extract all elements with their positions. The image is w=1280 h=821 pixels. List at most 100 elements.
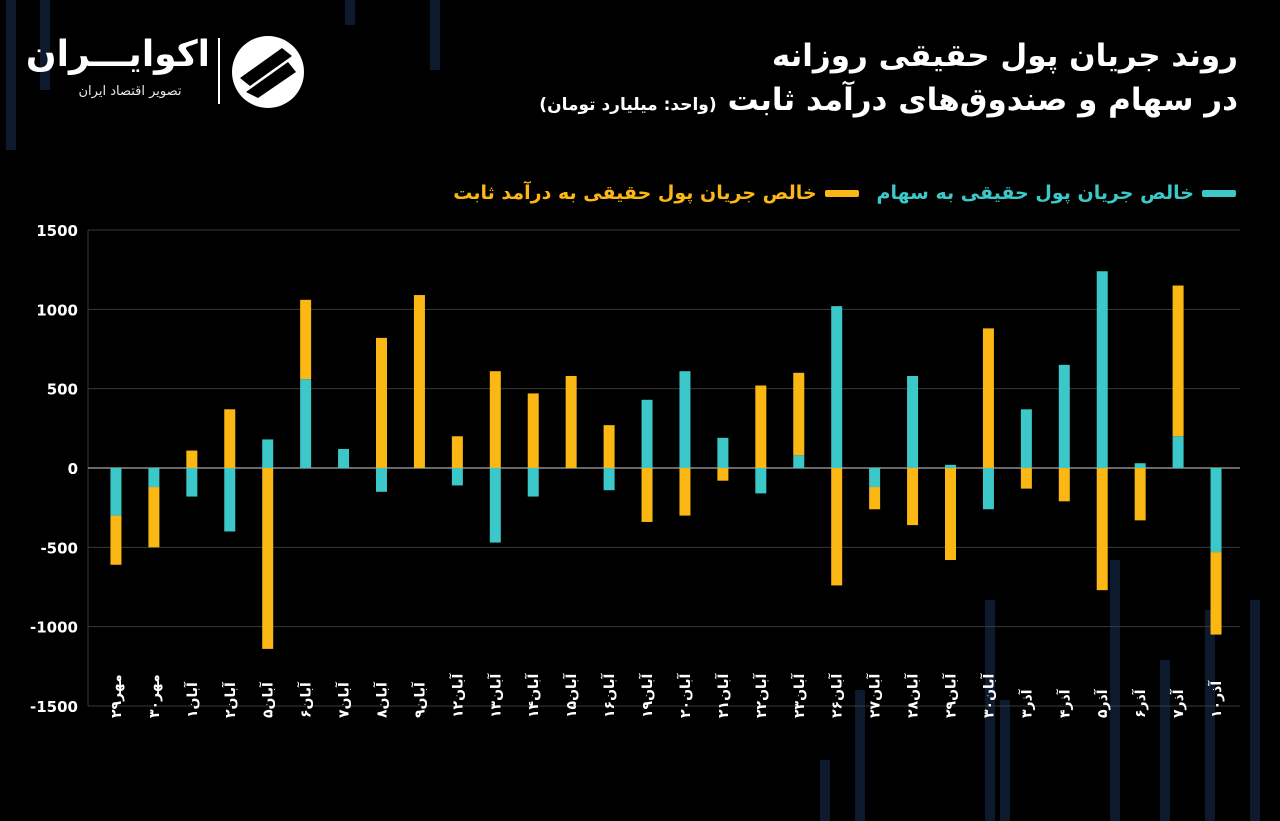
bar-fixed-income-27 xyxy=(1134,468,1146,521)
bar-fixed-income-18 xyxy=(793,372,805,456)
bar-stocks-21 xyxy=(907,375,919,468)
bar-stocks-25 xyxy=(1058,364,1070,468)
background-decoration xyxy=(6,0,1260,821)
logo-tagline: تصویر اقتصاد ایران xyxy=(78,84,182,99)
grid-lines xyxy=(87,229,1240,707)
background-candle-5 xyxy=(1000,700,1010,821)
x-tick-label: آبان۲۸ xyxy=(904,672,922,718)
y-tick-label: 1500 xyxy=(36,222,78,240)
x-tick-label: آبان۱۲ xyxy=(448,672,466,718)
bar-fixed-income-17 xyxy=(755,385,767,468)
chart-header: روند جریان پول حقیقی روزانه در سهام و صن… xyxy=(539,34,1238,127)
legend-item-fixed-income: خالص جریان پول حقیقی به درآمد ثابت xyxy=(453,182,859,204)
bar-stocks-14 xyxy=(641,399,653,468)
bar-stocks-10 xyxy=(489,468,501,543)
x-tick-label: آبان۶ xyxy=(297,681,315,718)
bar-fixed-income-26 xyxy=(1096,468,1108,591)
x-tick-label: آذر۵ xyxy=(1093,688,1111,718)
x-tick-label: آذر۱۰ xyxy=(1207,680,1225,718)
x-tick-label: آبان۲۷ xyxy=(866,672,884,718)
bar-stocks-2 xyxy=(186,468,198,497)
bar-fixed-income-19 xyxy=(831,468,843,586)
background-candle-4 xyxy=(985,600,995,821)
bar-stocks-24 xyxy=(1020,409,1032,468)
x-tick-label: آذر۷ xyxy=(1169,688,1187,718)
x-tick-label: مهر۳۰ xyxy=(147,674,163,718)
x-tick-label: آذر۳ xyxy=(1017,688,1035,718)
background-candle-11 xyxy=(820,760,830,821)
bar-stocks-15 xyxy=(679,371,691,468)
x-tick-label: آبان۲۰ xyxy=(676,672,694,718)
x-tick-label: آبان۲۳ xyxy=(790,672,808,718)
logo-mark-icon xyxy=(232,36,304,108)
bar-fixed-income-5 xyxy=(300,299,312,380)
bar-fixed-income-23 xyxy=(982,328,994,468)
x-tick-label: آبان۱۹ xyxy=(638,672,656,718)
bar-fixed-income-11 xyxy=(527,393,539,468)
bar-fixed-income-2 xyxy=(186,450,198,468)
x-tick-label: آبان۲۱ xyxy=(714,672,732,718)
x-tick-label: آبان۲ xyxy=(221,681,239,718)
bar-fixed-income-25 xyxy=(1058,468,1070,502)
x-tick-label: آبان۱۶ xyxy=(600,672,618,718)
x-tick-label: مهر۲۹ xyxy=(109,674,125,718)
legend-swatch-fixed-income xyxy=(824,189,859,197)
x-tick-label: آبان۵ xyxy=(259,681,277,718)
bar-fixed-income-16 xyxy=(717,468,729,481)
x-tick-label: آبان۲۲ xyxy=(752,672,770,718)
bar-fixed-income-28 xyxy=(1172,285,1184,437)
background-candle-6 xyxy=(1110,560,1120,821)
bar-fixed-income-22 xyxy=(945,468,956,561)
bar-fixed-income-13 xyxy=(603,425,615,468)
bar-stocks-18 xyxy=(793,455,805,468)
bar-stocks-22 xyxy=(945,464,956,468)
y-tick-label: -500 xyxy=(40,539,78,557)
bar-stocks-1 xyxy=(148,468,160,488)
x-tick-label: آبان۳۰ xyxy=(979,672,997,718)
legend-label-fixed-income: خالص جریان پول حقیقی به درآمد ثابت xyxy=(453,182,817,204)
bar-stocks-29 xyxy=(1210,468,1222,553)
bar-stocks-0 xyxy=(110,468,122,516)
bar-stocks-9 xyxy=(451,468,463,486)
bar-stocks-6 xyxy=(338,448,350,468)
bar-fixed-income-1 xyxy=(148,487,160,548)
y-tick-label: -1500 xyxy=(30,698,78,716)
background-candle-7 xyxy=(1160,660,1170,821)
y-tick-label: 1000 xyxy=(36,301,78,319)
y-tick-label: 0 xyxy=(68,460,78,478)
x-axis-ticks: مهر۲۹ مهر۳۰ آبان۱ آبان۲ آبان۵ آبان۶ آبان۷ آبان۸… xyxy=(109,672,1225,718)
x-tick-label: آبان۲۶ xyxy=(828,672,846,718)
bar-stocks-23 xyxy=(982,468,994,510)
chart-legend: خالص جریان پول حقیقی به سهام خالص جریان … xyxy=(453,182,1236,204)
bar-stocks-20 xyxy=(869,468,881,488)
bar-stocks-28 xyxy=(1172,436,1184,468)
bar-stocks-13 xyxy=(603,468,615,491)
legend-swatch-stocks xyxy=(1202,189,1236,197)
bar-fixed-income-29 xyxy=(1210,552,1222,635)
bar-fixed-income-15 xyxy=(679,468,691,516)
legend-item-stocks: خالص جریان پول حقیقی به سهام xyxy=(877,182,1236,204)
background-candle-3 xyxy=(430,0,440,70)
chart-title-line1: روند جریان پول حقیقی روزانه xyxy=(771,38,1238,74)
bar-stocks-16 xyxy=(717,437,729,468)
x-tick-label: آذر۴ xyxy=(1055,688,1073,718)
bar-stocks-19 xyxy=(831,306,843,468)
logo: اکوایـــران تصویر اقتصاد ایران xyxy=(26,34,315,110)
bar-stocks-17 xyxy=(755,468,767,494)
background-candle-9 xyxy=(1250,600,1260,821)
bar-stocks-11 xyxy=(527,468,539,497)
x-tick-label: آذر۶ xyxy=(1131,688,1149,718)
background-candle-10 xyxy=(855,690,865,821)
legend-label-stocks: خالص جریان پول حقیقی به سهام xyxy=(876,182,1194,204)
bar-stocks-3 xyxy=(224,468,236,532)
bar-fixed-income-14 xyxy=(641,468,653,522)
y-axis-ticks: 1500 1000 500 0 -500 -1000 -1500 xyxy=(30,222,78,716)
x-tick-label: آبان۱۴ xyxy=(524,672,542,718)
x-tick-label: آبان۱ xyxy=(183,681,201,718)
x-tick-label: آبان۸ xyxy=(373,681,391,718)
x-tick-label: آبان۱۵ xyxy=(562,672,580,718)
chart-title-line2: در سهام و صندوق‌های درآمد ثابت (واحد: می… xyxy=(539,78,1238,127)
bar-fixed-income-0 xyxy=(110,515,122,565)
bar-fixed-income-3 xyxy=(224,409,236,468)
